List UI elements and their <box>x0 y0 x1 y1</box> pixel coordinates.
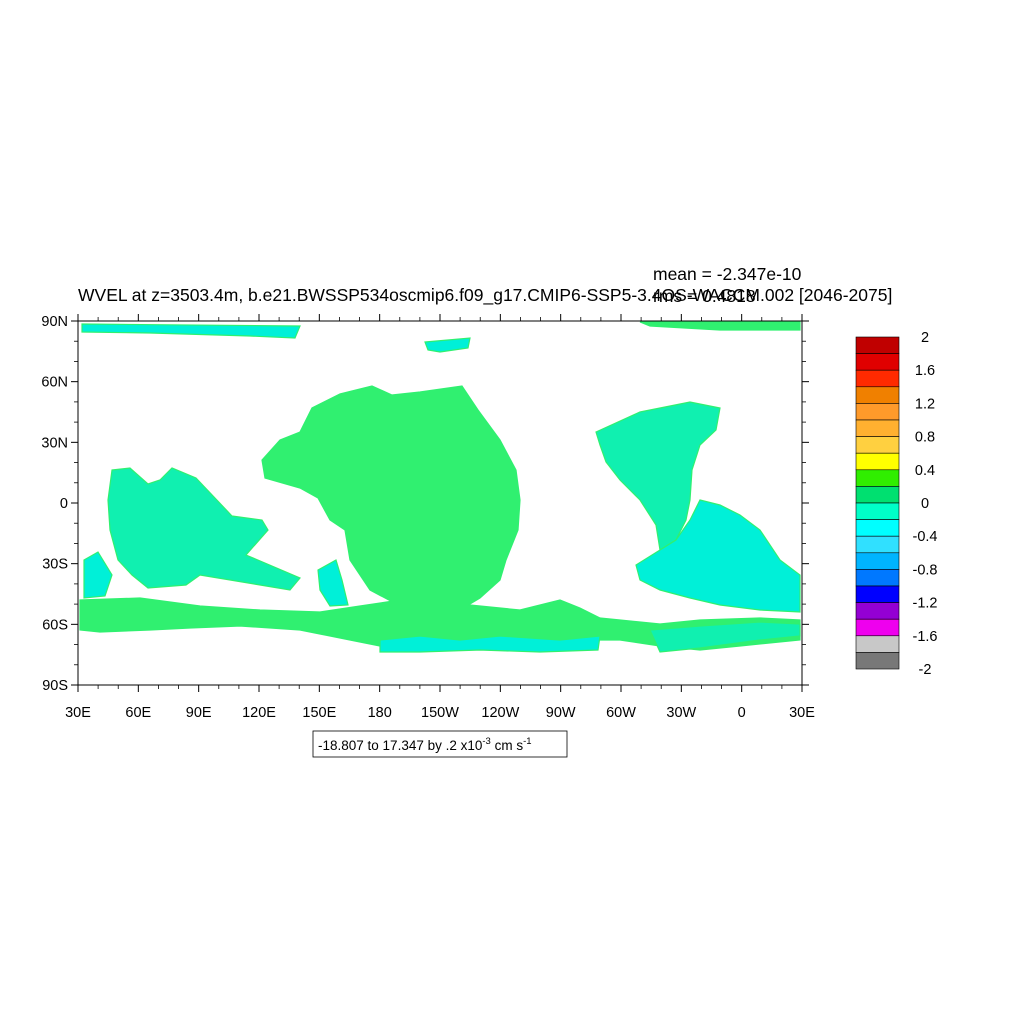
south-atlantic-region <box>635 499 801 613</box>
colorbar-swatch <box>855 336 900 354</box>
lat-label: 0 <box>60 496 68 512</box>
colorbar-label: 1.6 <box>915 363 935 379</box>
southern-ocean-region <box>79 597 801 651</box>
lon-label: 90W <box>546 705 576 721</box>
colorbar-label: -0.8 <box>913 562 938 578</box>
colorbar-swatch <box>855 502 900 520</box>
lon-label: 30E <box>789 705 815 721</box>
colorbar-label: -2 <box>919 662 932 678</box>
lat-label: 30N <box>41 435 68 451</box>
colorbar-swatch <box>855 535 900 554</box>
lon-label: 150W <box>421 705 459 721</box>
lat-label: 30S <box>42 557 68 573</box>
velocity-field <box>79 321 801 653</box>
colorbar-swatch <box>855 635 900 653</box>
plot-title: WVEL at z=3503.4m, b.e21.BWSSP534oscmip6… <box>78 285 892 306</box>
colorbar-label: -0.4 <box>913 529 938 545</box>
colorbar-swatch <box>855 618 900 637</box>
colorbar-swatch <box>855 386 900 404</box>
arctic-ocean-region <box>81 323 301 339</box>
southern-ocean-region-2 <box>379 635 601 653</box>
colorbar-swatch <box>855 369 900 388</box>
info-range: -18.807 to 17.347 by .2 x10 <box>318 738 482 753</box>
colorbar-swatch <box>855 469 900 487</box>
tasman-sea-region <box>317 559 349 607</box>
colorbar-swatch <box>855 569 900 587</box>
pacific-ocean-region <box>261 385 521 619</box>
colorbar-swatch <box>855 419 900 437</box>
colorbar-swatch <box>855 602 900 620</box>
lon-label: 90E <box>186 705 212 721</box>
lon-label: 150E <box>302 705 336 721</box>
lat-label: 60N <box>41 375 68 391</box>
colorbar-label: 0 <box>921 496 929 512</box>
colorbar-swatch <box>855 452 900 471</box>
colorbar-swatch <box>855 519 900 537</box>
colorbar-swatch <box>855 585 900 603</box>
info-box <box>312 730 568 758</box>
rms-label: rms = 0.4818 <box>653 286 756 306</box>
colorbar-swatch <box>855 353 900 371</box>
colorbar-swatch <box>855 403 900 421</box>
colorbar-label: 2 <box>921 330 929 346</box>
colorbar-swatch <box>855 486 900 504</box>
info-units: cm s <box>491 738 523 753</box>
lon-label: 0 <box>738 705 746 721</box>
latitude-labels: 90N 60N 30N 0 30S 60S 90S <box>41 314 68 694</box>
colorbar-label: 0.8 <box>915 430 935 446</box>
lon-label: 120W <box>481 705 519 721</box>
colorbar-label: -1.2 <box>913 596 938 612</box>
colorbar-label: 1.2 <box>915 396 935 412</box>
lon-label: 30W <box>666 705 696 721</box>
east-atlantic-region <box>83 551 113 599</box>
colorbar-swatch <box>855 436 900 454</box>
lat-label: 90S <box>42 678 68 694</box>
info-exponent: -3 <box>482 736 490 747</box>
info-text: -18.807 to 17.347 by .2 x10-3 cm s-1 <box>318 736 532 753</box>
info-units-exponent: -1 <box>523 736 531 747</box>
lon-label: 120E <box>242 705 276 721</box>
colorbar-swatch <box>855 652 900 670</box>
southern-ocean-region-3 <box>649 621 801 653</box>
lat-label: 90N <box>41 314 68 330</box>
lon-label: 60E <box>125 705 151 721</box>
lat-label: 60S <box>42 617 68 633</box>
mean-label: mean = -2.347e-10 <box>653 264 802 284</box>
axis-ticks <box>71 314 809 692</box>
arctic-ocean-region-2 <box>639 321 801 331</box>
longitude-labels: 30E 60E 90E 120E 150E 180 150W 120W 90W 60W 30W 0 30… <box>65 705 815 721</box>
colorbar-label: -1.6 <box>913 629 938 645</box>
colorbar: 2 1.6 1.2 0.8 0.4 0 -0.4 -0.8 -1.2 -1.6 -2 <box>855 330 938 678</box>
lon-label: 30E <box>65 705 91 721</box>
lon-label: 60W <box>606 705 636 721</box>
lon-label: 180 <box>368 705 392 721</box>
north-atlantic-region <box>595 401 721 551</box>
colorbar-swatch <box>855 552 900 570</box>
indian-ocean-region <box>107 467 301 591</box>
colorbar-label: 0.4 <box>915 463 935 479</box>
arctic-patch <box>424 337 471 353</box>
